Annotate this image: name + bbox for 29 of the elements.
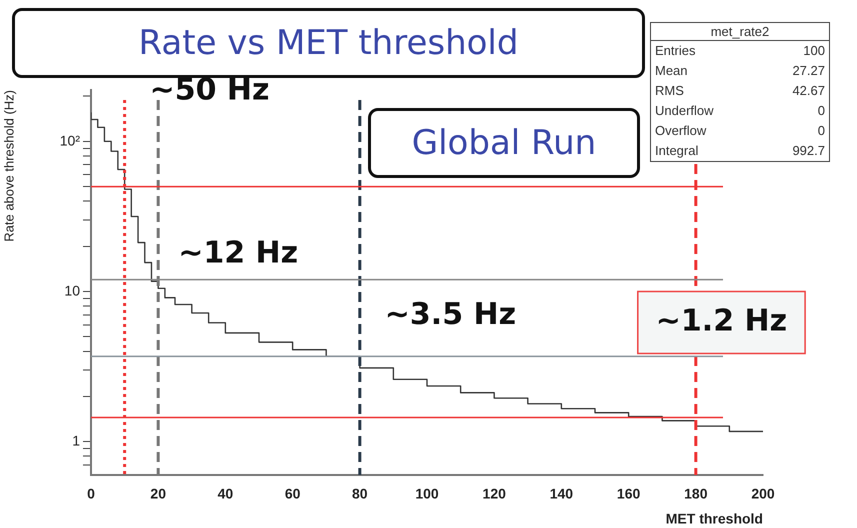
x-tick-label: 60 bbox=[284, 485, 301, 502]
chart-title: Rate vs MET threshold bbox=[138, 23, 518, 63]
x-tick-label: 120 bbox=[482, 485, 506, 502]
text: Overflow 0 bbox=[655, 123, 825, 138]
text: Entries 100 bbox=[655, 43, 825, 58]
text: RMS 42.67 bbox=[655, 83, 825, 98]
x-tick-label: 200 bbox=[751, 485, 775, 502]
y-tick-label: 1 bbox=[72, 432, 80, 449]
text: Mean 27.27 bbox=[655, 63, 825, 78]
x-tick-label: 180 bbox=[684, 485, 708, 502]
x-tick-label: 0 bbox=[87, 485, 96, 502]
text: met_rate2 bbox=[651, 23, 829, 41]
annotation: ~50 Hz bbox=[150, 72, 270, 108]
y-tick-label: 10² bbox=[60, 132, 80, 148]
x-tick-label: 20 bbox=[150, 485, 166, 502]
x-tick-label: 140 bbox=[550, 485, 574, 502]
annotation: ~3.5 Hz bbox=[384, 297, 516, 332]
annotation: ~1.2 Hz bbox=[656, 303, 788, 338]
x-axis-title: MET threshold bbox=[666, 510, 763, 526]
annotation: ~12 Hz bbox=[178, 235, 298, 270]
annotation: Global Run bbox=[368, 108, 640, 178]
x-tick-label: 160 bbox=[616, 485, 640, 502]
x-tick-label: 40 bbox=[218, 485, 234, 502]
x-tick-label: 100 bbox=[415, 485, 439, 502]
y-tick-label: 10 bbox=[64, 282, 80, 298]
y-axis-title: Rate above threshold (Hz) bbox=[1, 90, 16, 242]
text: Underflow 0 bbox=[655, 103, 825, 118]
x-tick-label: 80 bbox=[352, 485, 368, 502]
text: Integral 992.7 bbox=[655, 143, 825, 158]
